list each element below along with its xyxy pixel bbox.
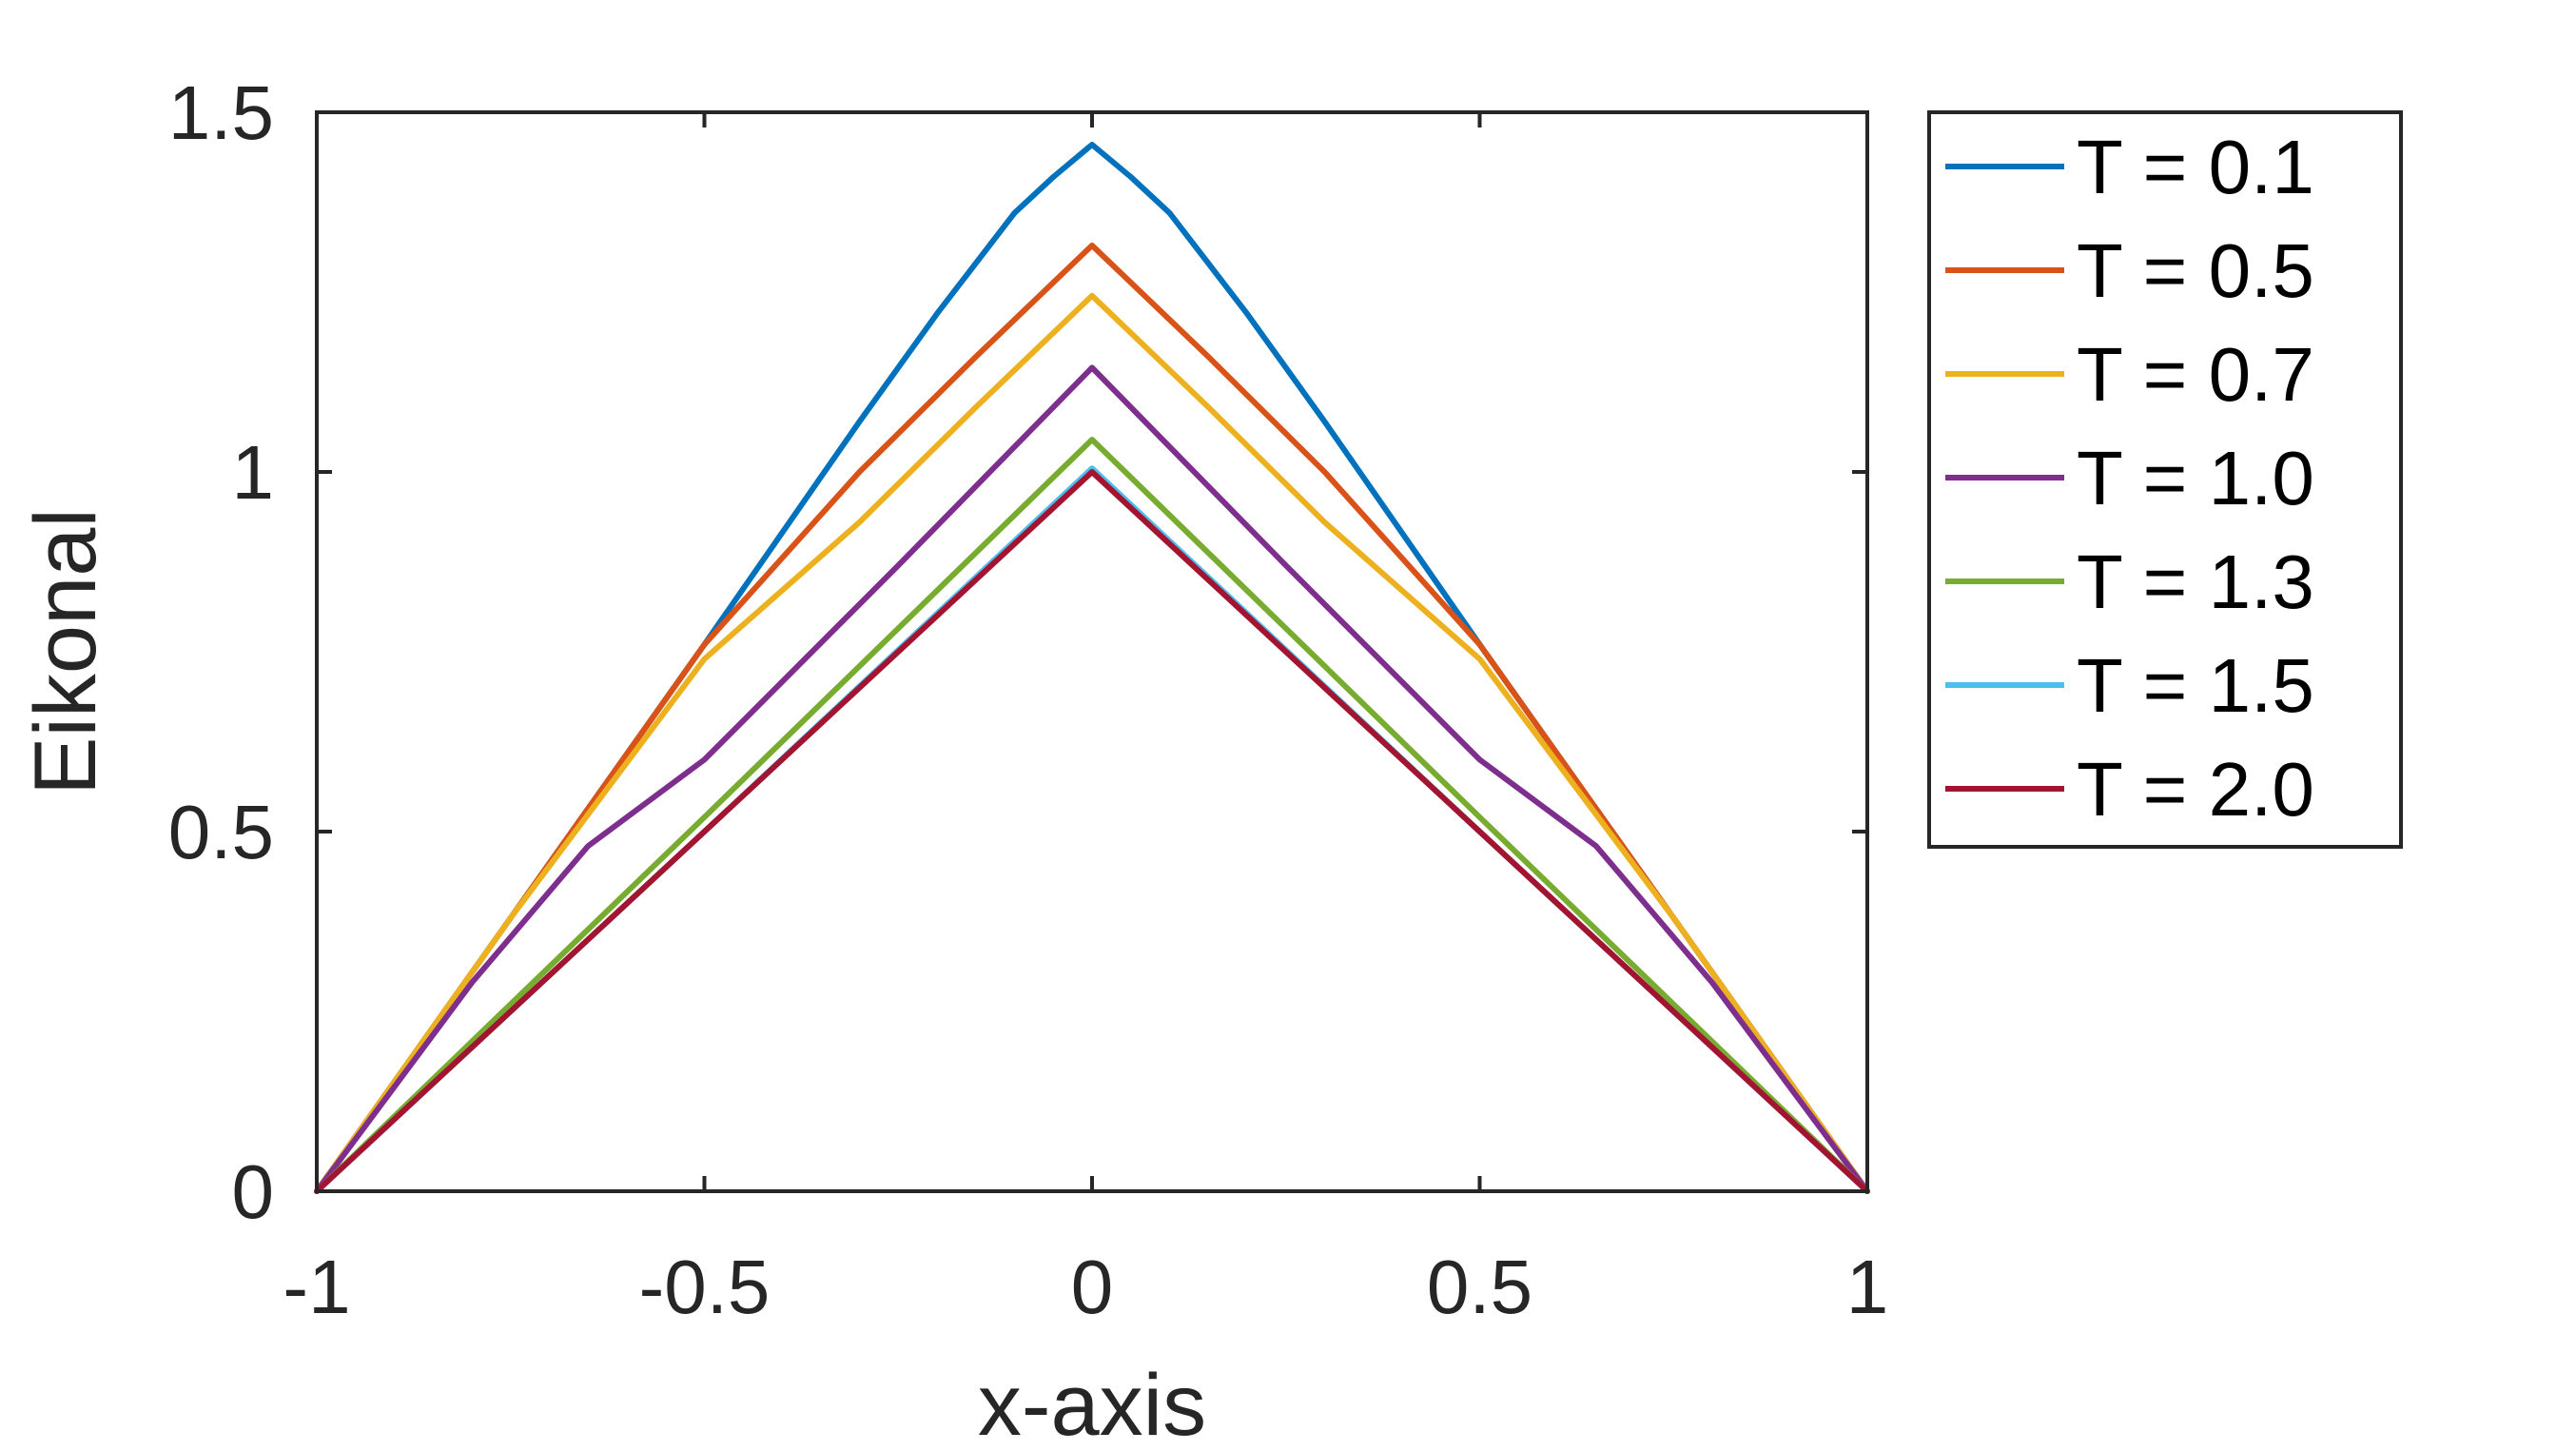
legend-label-4: T = 1.0 (2077, 436, 2314, 520)
x-tick-label-5: 1 (1846, 1245, 1889, 1329)
x-tick-label-1: -1 (283, 1245, 350, 1329)
series-line-3 (314, 292, 1870, 1194)
x-tick-label-4: 0.5 (1427, 1245, 1532, 1329)
y-tick-label-4: 1.5 (168, 70, 274, 155)
plot-area (317, 112, 1867, 1191)
series-line-2 (314, 242, 1870, 1194)
legend-label-6: T = 1.5 (2077, 643, 2314, 728)
ticks-layer: -1 -0.5 0 0.5 1 0 0.5 1 1.5 (168, 70, 1888, 1329)
series-line-4 (314, 364, 1870, 1194)
y-tick-label-2: 0.5 (168, 790, 274, 874)
x-axis-title: x-axis (978, 1357, 1206, 1451)
legend-label-5: T = 1.3 (2077, 539, 2314, 624)
x-tick-label-2: -0.5 (639, 1245, 771, 1329)
series-line-1 (314, 142, 1870, 1194)
legend-label-2: T = 0.5 (2077, 228, 2314, 313)
legend-label-7: T = 2.0 (2077, 747, 2314, 832)
y-tick-label-1: 0 (232, 1149, 275, 1234)
legend-label-3: T = 0.7 (2077, 332, 2314, 417)
y-tick-label-3: 1 (232, 430, 275, 515)
legend-label-1: T = 0.1 (2077, 125, 2314, 209)
series-layer (314, 142, 1870, 1194)
series-line-5 (314, 437, 1870, 1194)
series-line-7 (314, 469, 1870, 1194)
legend: T = 0.1 T = 0.5 T = 0.7 T = 1.0 T = 1.3 T = 1… (1927, 110, 2403, 849)
x-tick-label-3: 0 (1071, 1245, 1114, 1329)
y-axis-title: Eikonal (17, 508, 114, 795)
